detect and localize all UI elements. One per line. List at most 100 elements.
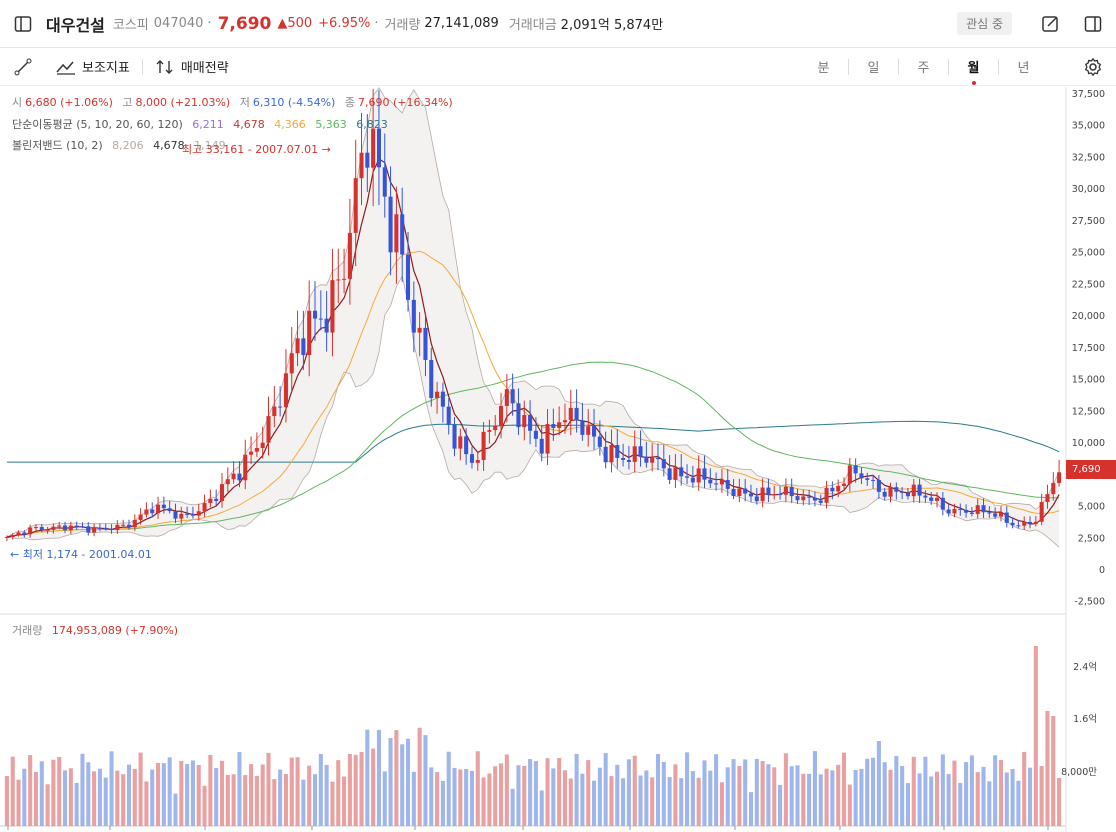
candle-body [702, 468, 707, 480]
candle-body [551, 424, 556, 428]
candle-body [115, 524, 120, 531]
chart-toolbar: 보조지표 매매전략 분 일 주 월 년 [0, 48, 1116, 86]
settings-gear-icon[interactable] [1070, 49, 1116, 85]
volume-bar [254, 775, 259, 826]
candle-body [156, 504, 161, 514]
candle-body [574, 407, 579, 421]
candle-body [312, 310, 318, 319]
volume-bar [307, 765, 312, 826]
volume-bar [528, 759, 533, 826]
period-tab-1[interactable]: 일 [867, 61, 880, 76]
volume-bar [766, 764, 771, 826]
price-tick-label: 17,500 [1072, 343, 1105, 354]
candle-body [690, 477, 695, 483]
volume-bar [51, 759, 56, 826]
candle-body [429, 359, 434, 399]
volume-bar [388, 738, 393, 826]
ma5-line [6, 158, 1060, 538]
candle-body [249, 451, 254, 455]
indicator-icon [56, 61, 75, 75]
volume-bar [754, 758, 759, 826]
candle-body [603, 446, 608, 463]
period-tab-2[interactable]: 주 [917, 61, 930, 76]
candle-body [807, 496, 812, 498]
volume-bar [231, 774, 236, 826]
volume-bar [173, 793, 178, 826]
draw-line-icon[interactable] [0, 49, 46, 85]
volume-bar [876, 741, 881, 826]
candle-body [179, 513, 184, 519]
price-tick-label: 30,000 [1072, 184, 1105, 195]
candle-body [865, 478, 870, 480]
candle-body [789, 486, 794, 497]
candle-body [202, 503, 207, 512]
candle-body [685, 476, 690, 478]
period-tab-4[interactable]: 년 [1017, 61, 1030, 76]
volume-bar [952, 760, 957, 826]
candle-body [911, 484, 916, 497]
ma20-value: 4,366 [274, 118, 306, 131]
volume-bar [92, 771, 97, 826]
volume-legend-label: 거래량 [12, 624, 43, 637]
volume-bar [1057, 777, 1062, 826]
period-tab-3[interactable]: 월 [951, 57, 996, 85]
candle-body [987, 512, 992, 514]
candle-body [1022, 521, 1027, 526]
period-tab-0[interactable]: 분 [817, 61, 830, 76]
current-price-tag: 7,690 [1066, 460, 1116, 479]
volume-bar [109, 751, 114, 826]
ma20-line [6, 250, 1060, 538]
candle-body [1010, 522, 1015, 526]
ma120-value: 6,823 [356, 118, 388, 131]
strategy-icon [156, 59, 173, 74]
candle-body [359, 152, 364, 179]
candle-body [882, 491, 887, 497]
edit-icon[interactable] [1030, 1, 1070, 47]
volume-bar [789, 766, 794, 826]
volume-bar [150, 769, 155, 826]
volume-bar [405, 738, 411, 826]
volume-bar [603, 753, 608, 826]
volume-bar [156, 762, 161, 826]
watchlist-button[interactable]: 관심 중 [957, 12, 1012, 35]
price-tick-label: 15,000 [1072, 375, 1105, 386]
current-price: 7,690 [217, 13, 272, 34]
volume-bar [68, 768, 73, 826]
candle-body [80, 526, 85, 528]
candle-body [1045, 494, 1050, 503]
candle-body [376, 128, 381, 168]
amount-label: 거래대금 [508, 18, 557, 33]
volume-bar [28, 755, 33, 826]
strategy-label: 매매전략 [180, 61, 229, 76]
candle-body [51, 526, 56, 530]
volume-bar [249, 764, 254, 826]
period-divider [948, 58, 949, 75]
candle-body [330, 280, 335, 333]
candle-body [452, 424, 457, 449]
sidebar-toggle-icon[interactable] [0, 1, 46, 47]
volume-bar [667, 776, 672, 826]
candle-body [214, 498, 219, 501]
candle-body [731, 488, 736, 496]
bb-legend[interactable]: 볼린저밴드 (10, 2) 8,206 4,678 1,149 [12, 137, 232, 153]
volume-bar [714, 754, 719, 826]
high-label: 고 [122, 96, 133, 109]
panel-toggle-icon[interactable] [1070, 1, 1116, 47]
candle-body [847, 465, 852, 484]
volume-bar [481, 777, 486, 826]
volume-bar [301, 779, 306, 826]
candle-body [225, 479, 230, 485]
candle-body [522, 414, 527, 428]
volume-bar [522, 765, 527, 826]
strategy-button[interactable]: 매매전략 [155, 49, 229, 85]
candle-body [998, 512, 1003, 517]
price-tick-label: 5,000 [1078, 502, 1105, 513]
candle-body [353, 178, 358, 233]
price-tick-label: 22,500 [1072, 279, 1105, 290]
volume-bar [807, 773, 812, 826]
candle-body [121, 524, 126, 526]
bb-label: 볼린저밴드 (10, 2) [12, 139, 103, 152]
indicators-button[interactable]: 보조지표 [56, 49, 130, 85]
ma-legend[interactable]: 단순이동평균 (5, 10, 20, 60, 120) 6,211 4,678 … [12, 116, 394, 132]
